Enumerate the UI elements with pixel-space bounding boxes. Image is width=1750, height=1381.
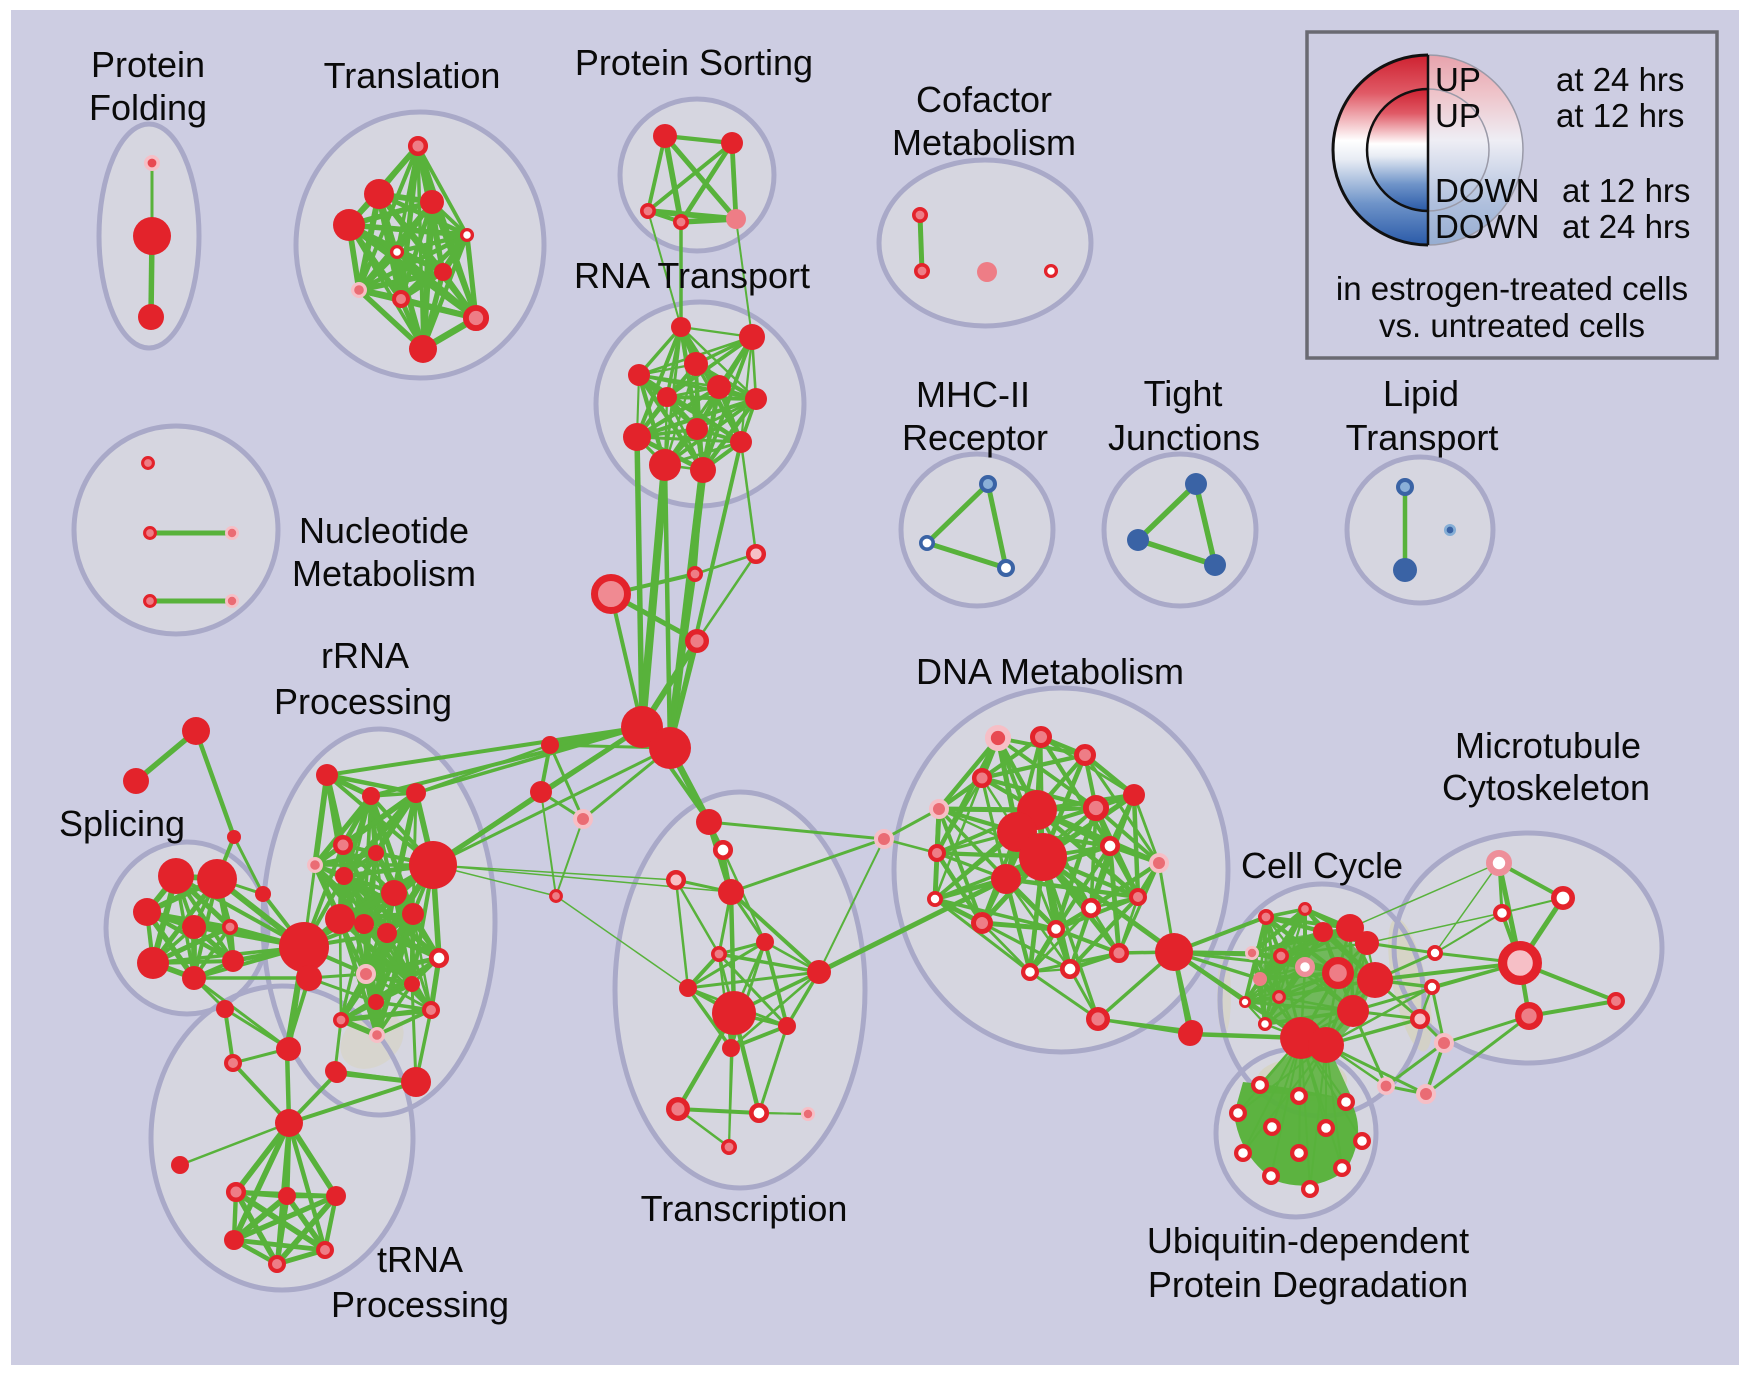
- svg-text:Microtubule: Microtubule: [1455, 725, 1641, 766]
- svg-text:Splicing: Splicing: [59, 803, 185, 844]
- svg-text:Ubiquitin-dependent: Ubiquitin-dependent: [1147, 1220, 1469, 1261]
- svg-text:at 12 hrs: at 12 hrs: [1556, 97, 1684, 134]
- svg-text:Processing: Processing: [331, 1284, 509, 1325]
- svg-text:Cytoskeleton: Cytoskeleton: [1442, 767, 1650, 808]
- svg-text:tRNA: tRNA: [377, 1239, 463, 1280]
- svg-text:Metabolism: Metabolism: [892, 122, 1076, 163]
- svg-text:MHC-II: MHC-II: [916, 374, 1030, 415]
- svg-text:Lipid: Lipid: [1383, 373, 1459, 414]
- svg-text:Protein Degradation: Protein Degradation: [1148, 1264, 1468, 1305]
- svg-text:Metabolism: Metabolism: [292, 553, 476, 594]
- svg-text:at 12 hrs: at 12 hrs: [1562, 172, 1690, 209]
- svg-text:Folding: Folding: [89, 87, 207, 128]
- svg-text:Nucleotide: Nucleotide: [299, 510, 469, 551]
- svg-text:Translation: Translation: [324, 55, 501, 96]
- svg-text:Receptor: Receptor: [902, 417, 1048, 458]
- svg-text:vs. untreated cells: vs. untreated cells: [1379, 307, 1645, 344]
- svg-text:UP: UP: [1435, 97, 1481, 134]
- svg-text:at 24 hrs: at 24 hrs: [1556, 61, 1684, 98]
- svg-text:RNA Transport: RNA Transport: [574, 255, 810, 296]
- svg-text:Protein: Protein: [91, 44, 205, 85]
- svg-text:Cofactor: Cofactor: [916, 79, 1052, 120]
- svg-text:Junctions: Junctions: [1108, 417, 1260, 458]
- svg-text:UP: UP: [1435, 61, 1481, 98]
- svg-text:DNA Metabolism: DNA Metabolism: [916, 651, 1184, 692]
- svg-text:DOWN: DOWN: [1435, 208, 1539, 245]
- svg-text:Tight: Tight: [1144, 373, 1223, 414]
- svg-text:DOWN: DOWN: [1435, 172, 1539, 209]
- svg-text:Transcription: Transcription: [641, 1188, 848, 1229]
- svg-text:Protein Sorting: Protein Sorting: [575, 42, 813, 83]
- svg-text:at 24 hrs: at 24 hrs: [1562, 208, 1690, 245]
- svg-text:rRNA: rRNA: [321, 635, 409, 676]
- svg-text:Transport: Transport: [1346, 417, 1499, 458]
- svg-text:Cell Cycle: Cell Cycle: [1241, 845, 1403, 886]
- svg-text:in estrogen-treated cells: in estrogen-treated cells: [1336, 270, 1688, 307]
- svg-text:Processing: Processing: [274, 681, 452, 722]
